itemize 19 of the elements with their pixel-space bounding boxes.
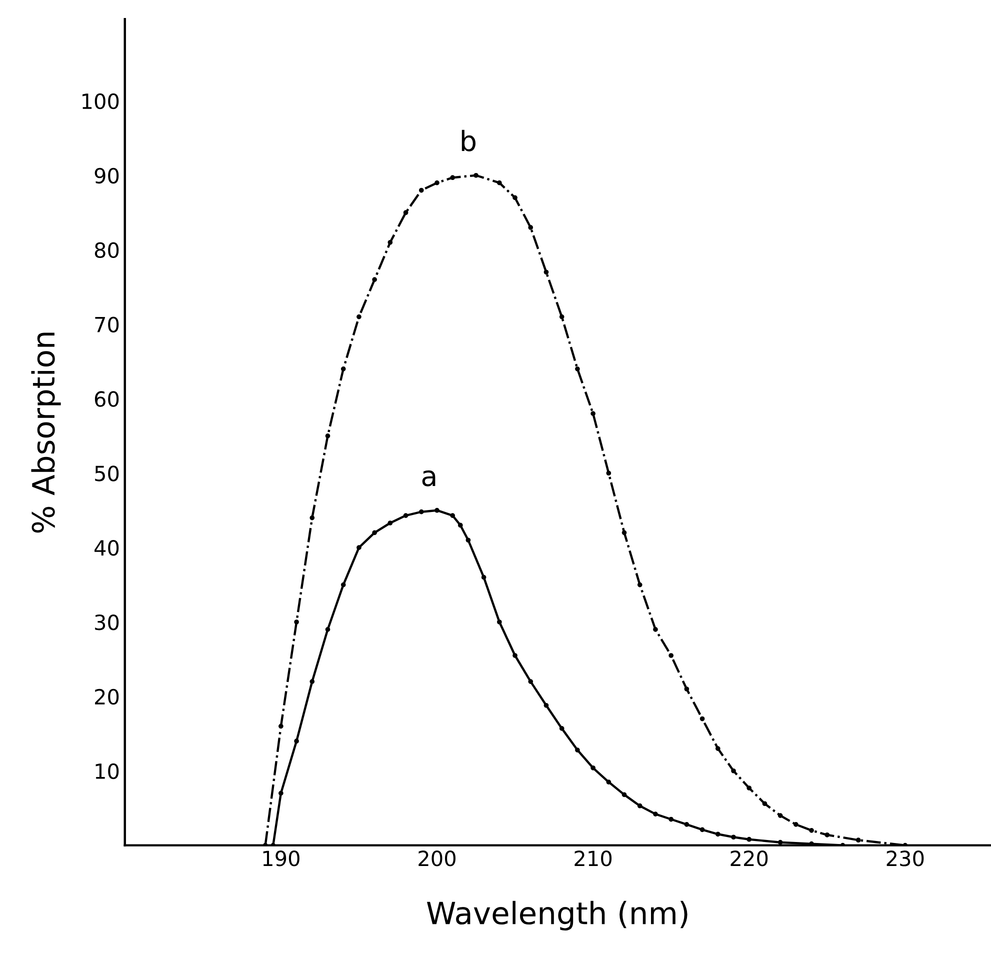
x-tick-label: 220 [730, 850, 768, 866]
y-tick-label: 20 [95, 688, 119, 705]
y-axis-title: % Absorption [31, 332, 61, 533]
y-tick-label: 10 [96, 763, 119, 780]
x-tick-label: 230 [886, 850, 924, 866]
series-label: a [422, 470, 436, 486]
y-tick-label: 30 [95, 614, 119, 630]
x-tick-label: 190 [263, 850, 300, 866]
y-tick-label: 50 [95, 466, 119, 482]
y-tick-label: 80 [94, 242, 119, 258]
y-tick-label: 100 [82, 93, 119, 110]
x-tick-label: 210 [574, 850, 612, 866]
y-tick-label: 60 [94, 391, 119, 407]
x-axis-title: Wavelength (nm) [426, 900, 688, 930]
y-tick-label: 70 [95, 316, 119, 332]
series-label: b [462, 130, 476, 152]
x-tick-label: 200 [418, 850, 456, 866]
y-tick-label: 90 [94, 168, 119, 184]
y-tick-label: 40 [94, 540, 119, 556]
